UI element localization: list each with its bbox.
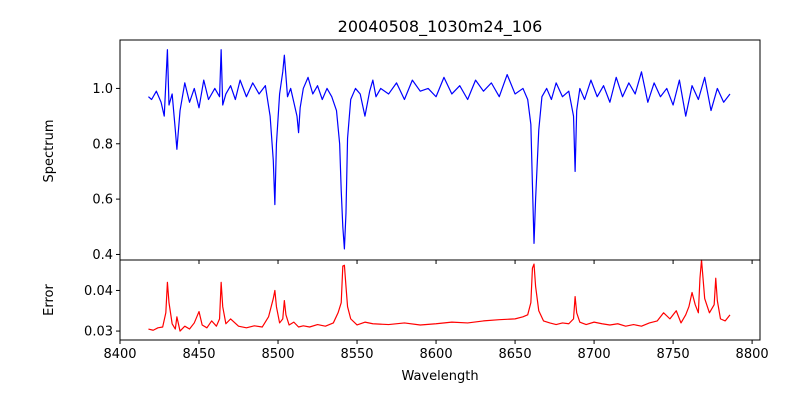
x-tick-label: 8500	[261, 347, 294, 362]
x-tick-label: 8450	[182, 347, 215, 362]
spectrum-y-ticks: 0.4 0.6 0.8 1.0	[92, 82, 120, 263]
y-tick-label: 0.6	[92, 193, 113, 208]
error-y-axis-label: Error	[42, 284, 57, 316]
x-tick-label: 8800	[736, 347, 769, 362]
spectrum-plot-frame	[119, 39, 761, 261]
spectrum-line-layer	[148, 49, 731, 250]
x-tick-label: 8650	[499, 347, 532, 362]
x-tick-label: 8600	[420, 347, 453, 362]
x-axis-label: Wavelength	[401, 369, 478, 384]
error-x-ticks: 8400 8450 8500 8550 8600 8650 8700 8750 8800	[103, 340, 769, 362]
error-y-ticks: 0.03 0.04	[84, 284, 120, 340]
spectrum-x-ticks	[119, 260, 753, 264]
x-tick-label: 8550	[340, 347, 373, 362]
y-tick-label: 1.0	[92, 82, 113, 97]
y-tick-label: 0.8	[92, 137, 113, 152]
x-tick-label: 8700	[578, 347, 611, 362]
y-tick-label: 0.03	[84, 325, 113, 340]
spectrum-series-line	[148, 49, 731, 250]
error-plot-frame	[119, 259, 761, 341]
x-tick-label: 8400	[103, 347, 136, 362]
error-panel: 0.03 0.04 8400 8450 8500 8550 8600 8650 8700 875…	[42, 259, 769, 384]
spectrum-panel: 0.4 0.6 0.8 1.0 Spectrum	[42, 39, 761, 264]
chart-title: 20040508_1030m24_106	[338, 17, 543, 37]
x-tick-label: 8750	[657, 347, 690, 362]
y-tick-label: 0.4	[92, 248, 113, 263]
y-tick-label: 0.04	[84, 284, 113, 299]
error-line-layer	[148, 259, 731, 332]
spectrum-y-axis-label: Spectrum	[42, 120, 57, 183]
error-series-line	[148, 259, 731, 332]
